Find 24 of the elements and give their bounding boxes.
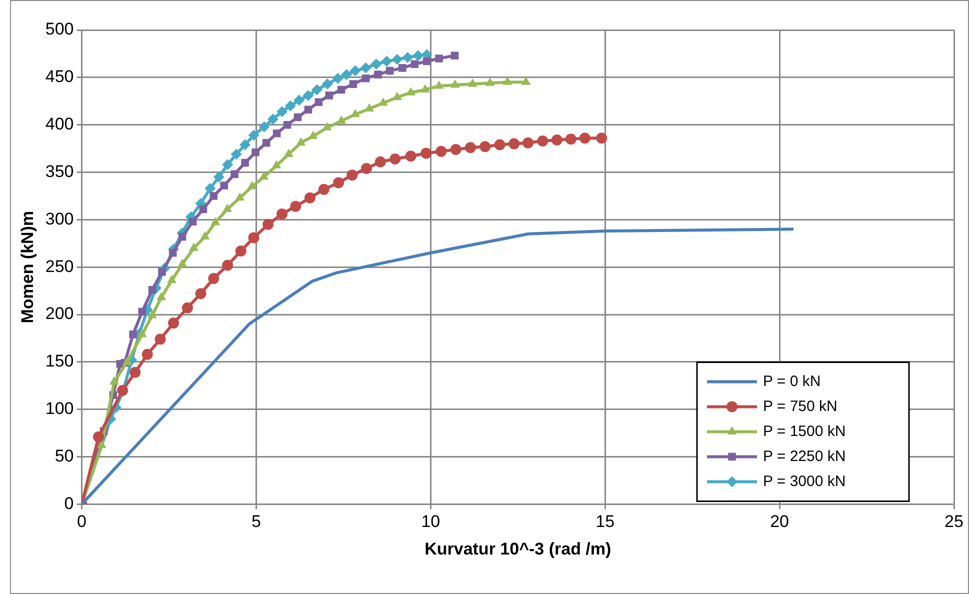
- y-tick-label: 50: [54, 446, 74, 466]
- legend-label: P = 2250 kN: [763, 448, 846, 465]
- y-axis-title: Momen (kN)m: [18, 210, 37, 324]
- x-tick-label: 5: [251, 512, 261, 532]
- y-tick-label: 450: [45, 67, 74, 86]
- legend-label: P = 0 kN: [763, 372, 821, 390]
- y-tick-label: 400: [45, 114, 74, 134]
- y-tick-label: 150: [45, 352, 74, 371]
- x-tick-label: 25: [944, 512, 964, 532]
- y-tick-label: 300: [45, 209, 74, 228]
- y-tick-label: 500: [45, 20, 74, 39]
- x-tick-label: 15: [596, 512, 615, 532]
- x-tick-label: 0: [77, 512, 86, 532]
- x-tick-label: 10: [421, 512, 440, 532]
- y-tick-label: 350: [45, 162, 74, 181]
- legend-label: P = 1500 kN: [763, 422, 846, 440]
- legend-label: P = 750 kN: [763, 398, 838, 415]
- x-tick-label: 20: [770, 512, 790, 532]
- y-tick-label: 250: [45, 256, 74, 276]
- y-tick-label: 200: [45, 304, 74, 324]
- x-axis-title: Kurvatur 10^-3 (rad /m): [424, 539, 612, 558]
- y-tick-label: 0: [64, 494, 74, 513]
- legend-label: P = 3000 kN: [763, 472, 846, 490]
- y-tick-label: 100: [45, 399, 74, 418]
